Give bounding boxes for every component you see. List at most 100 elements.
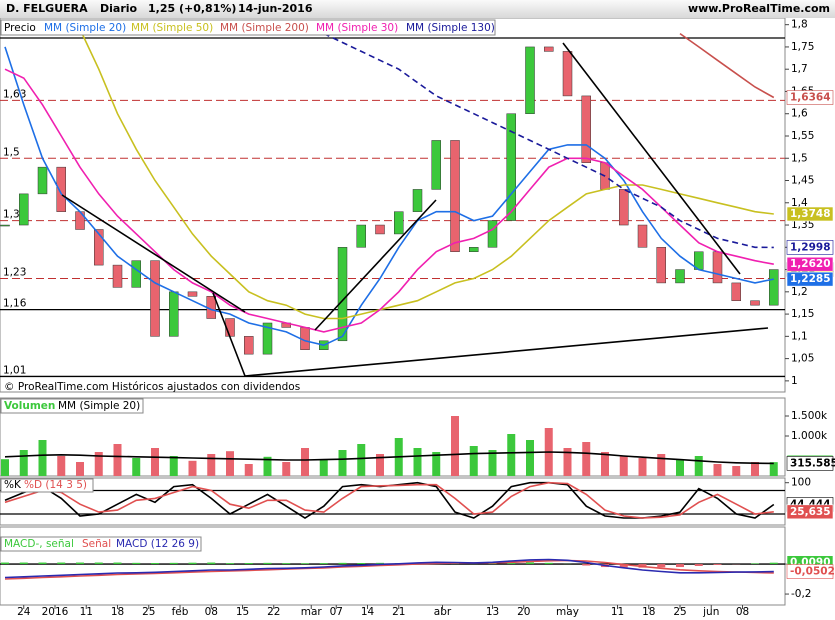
legend-entry: Precio bbox=[4, 22, 36, 34]
bar bbox=[582, 442, 591, 476]
bar bbox=[319, 563, 328, 565]
x-tick-label: 08 bbox=[205, 606, 218, 618]
bar bbox=[713, 464, 722, 476]
candle bbox=[37, 166, 48, 195]
bar bbox=[282, 462, 291, 476]
y-tick-label: 1,5 bbox=[791, 152, 808, 164]
bar bbox=[376, 454, 384, 476]
x-tick-label: 25 bbox=[673, 606, 686, 618]
bar bbox=[582, 564, 591, 566]
x-tick-label: 15 bbox=[236, 606, 249, 618]
x-tick-label: 18 bbox=[642, 606, 655, 618]
value-label: 1,3748 bbox=[790, 208, 831, 220]
value-label: 25,635 bbox=[790, 506, 831, 518]
legend-entry: %D (14 3 5) bbox=[24, 479, 87, 491]
trend-line bbox=[212, 292, 246, 377]
bar bbox=[507, 562, 516, 565]
x-tick-label: 08 bbox=[736, 606, 749, 618]
bar bbox=[188, 460, 197, 476]
line bbox=[679, 32, 775, 99]
bar bbox=[357, 563, 366, 565]
bar bbox=[488, 563, 497, 565]
bar bbox=[76, 462, 84, 476]
y-tick-label: 1,8 bbox=[791, 19, 808, 31]
y-tick-label: 1.000k bbox=[791, 430, 828, 442]
legend-entry: MM (Simple 130) bbox=[406, 22, 495, 34]
bar bbox=[769, 562, 778, 565]
bar bbox=[57, 562, 66, 565]
legend-entry: MACD (12 26 9) bbox=[116, 538, 199, 550]
bar bbox=[769, 462, 778, 476]
value-badge bbox=[786, 271, 834, 287]
candle bbox=[262, 322, 273, 355]
x-tick-label: 22 bbox=[267, 606, 280, 618]
candle bbox=[19, 193, 29, 226]
macd-panel bbox=[0, 526, 786, 606]
value-label: 1,2285 bbox=[790, 273, 831, 285]
volume-panel bbox=[0, 397, 786, 477]
y-tick-label: 1.500k bbox=[791, 410, 828, 422]
bar bbox=[713, 564, 722, 565]
line bbox=[4, 481, 774, 519]
bar bbox=[488, 450, 497, 476]
line bbox=[4, 68, 774, 333]
line bbox=[4, 558, 774, 579]
candle bbox=[337, 247, 348, 342]
bar bbox=[694, 456, 703, 476]
trend-line bbox=[562, 42, 741, 275]
candle bbox=[56, 166, 66, 212]
bar bbox=[544, 562, 553, 565]
candle bbox=[112, 264, 123, 288]
candle bbox=[769, 269, 779, 306]
candle bbox=[244, 336, 254, 355]
candle bbox=[169, 291, 179, 337]
y-tick-label: 1 bbox=[791, 375, 798, 387]
quote: 1,25 (+0,81%) bbox=[148, 2, 236, 15]
value-badge bbox=[786, 206, 834, 222]
candle bbox=[544, 46, 554, 52]
period: Diario bbox=[100, 2, 138, 15]
bar bbox=[1, 459, 9, 476]
bar bbox=[263, 456, 272, 476]
value-badge bbox=[786, 240, 834, 255]
candle bbox=[581, 95, 591, 163]
y-tick-label: 1,4 bbox=[791, 197, 808, 209]
bar bbox=[169, 456, 178, 476]
candle bbox=[487, 220, 498, 248]
volume-legend: Volumen MM (Simple 20) bbox=[0, 398, 144, 414]
candle bbox=[394, 211, 404, 235]
bar bbox=[413, 448, 422, 476]
bar bbox=[207, 454, 216, 476]
line bbox=[4, 559, 774, 580]
candle bbox=[150, 260, 160, 337]
legend-entry: Señal bbox=[82, 538, 111, 550]
x-tick-label: jun bbox=[702, 606, 719, 618]
bar bbox=[301, 563, 309, 565]
candle bbox=[731, 282, 741, 301]
x-tick-label: 14 bbox=[361, 606, 375, 618]
legend-entry: MM (Simple 50) bbox=[131, 22, 213, 34]
y-tick-label: 1,45 bbox=[791, 175, 814, 187]
symbol: D. FELGUERA bbox=[6, 2, 88, 15]
bar bbox=[526, 562, 534, 565]
bar bbox=[376, 562, 384, 565]
bar bbox=[1, 562, 9, 565]
bar bbox=[244, 563, 253, 565]
y-tick-label: 1,1 bbox=[791, 330, 808, 342]
x-tick-label: 11 bbox=[611, 606, 624, 618]
x-tick-label: 2016 bbox=[42, 606, 69, 618]
legend-entry: MM (Simple 20) bbox=[58, 400, 140, 412]
x-tick-label: 25 bbox=[142, 606, 155, 618]
x-tick-label: 07 bbox=[330, 606, 343, 618]
legend-entry: MM (Simple 20) bbox=[44, 22, 126, 34]
right-labels: 11,051,11,151,21,251,31,351,41,451,51,55… bbox=[786, 19, 835, 600]
bar bbox=[694, 564, 703, 566]
bar bbox=[469, 446, 478, 476]
price-legend: Precio MM (Simple 20) MM (Simple 50) MM … bbox=[0, 19, 496, 36]
candle bbox=[637, 224, 648, 248]
bar bbox=[676, 564, 684, 568]
bar bbox=[244, 464, 253, 476]
bar bbox=[301, 448, 309, 476]
x-tick-label: 20 bbox=[517, 606, 530, 618]
